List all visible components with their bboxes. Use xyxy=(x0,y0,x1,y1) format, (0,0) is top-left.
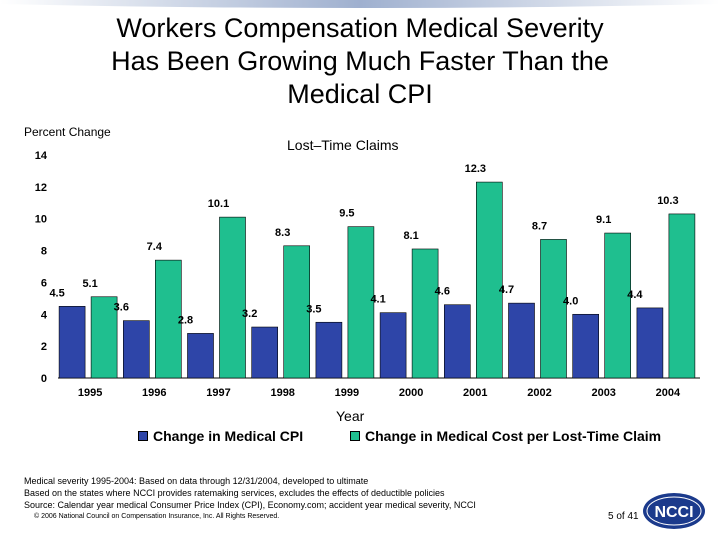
bar-medical-cost xyxy=(411,248,439,379)
bar-medical-cost xyxy=(155,259,182,379)
bar-medical-cpi xyxy=(636,307,664,379)
data-label-medical-cpi: 4.6 xyxy=(435,286,450,298)
legend-item-medical-cost: Change in Medical Cost per Lost-Time Cla… xyxy=(350,428,661,444)
bar-medical-cpi xyxy=(123,320,150,379)
bar-medical-cost xyxy=(475,181,503,379)
y-tick-label: 8 xyxy=(41,246,47,258)
data-label-medical-cost: 10.3 xyxy=(657,195,678,207)
x-tick-label: 1998 xyxy=(270,387,294,399)
footnote-3: Source: Calendar year medical Consumer P… xyxy=(24,500,476,510)
data-label-medical-cpi: 3.2 xyxy=(242,308,257,320)
y-tick-label: 0 xyxy=(41,373,47,385)
data-label-medical-cost: 5.1 xyxy=(82,278,97,290)
data-label-medical-cost: 9.5 xyxy=(339,208,354,220)
data-label-medical-cpi: 3.6 xyxy=(114,302,129,314)
copyright-notice: © 2006 National Council on Compensation … xyxy=(34,513,280,520)
data-label-medical-cpi: 3.5 xyxy=(306,303,321,315)
data-label-medical-cost: 9.1 xyxy=(596,214,611,226)
data-label-medical-cpi: 2.8 xyxy=(178,314,193,326)
legend-label-medical-cpi: Change in Medical CPI xyxy=(153,428,304,444)
bar-medical-cost xyxy=(90,296,118,379)
x-tick-label: 2001 xyxy=(463,387,487,399)
x-tick-label: 1997 xyxy=(206,387,230,399)
bar-medical-cpi xyxy=(315,321,343,379)
bar-medical-cost xyxy=(604,232,632,379)
x-tick-label: 1995 xyxy=(78,387,102,399)
bar-medical-cpi xyxy=(58,306,86,379)
data-label-medical-cpi: 4.7 xyxy=(499,284,514,296)
x-tick-label: 2000 xyxy=(399,387,423,399)
bar-medical-cpi xyxy=(443,304,471,379)
data-label-medical-cost: 8.3 xyxy=(275,227,290,239)
bar-medical-cost xyxy=(347,226,375,379)
title-line-2: Has Been Growing Much Faster Than the xyxy=(111,46,609,76)
bar-medical-cost xyxy=(668,213,696,379)
footnote-2: Based on the states where NCCI provides … xyxy=(24,488,445,498)
legend-swatch-medical-cost xyxy=(350,431,360,441)
footnotes: Medical severity 1995-2004: Based on dat… xyxy=(24,475,476,511)
y-tick-label: 6 xyxy=(41,277,47,289)
legend-label-medical-cost: Change in Medical Cost per Lost-Time Cla… xyxy=(365,428,662,444)
title-line-3: Medical CPI xyxy=(287,79,433,109)
bar-medical-cost xyxy=(219,216,246,379)
x-tick-label: 1996 xyxy=(142,387,166,399)
footnote-1: Medical severity 1995-2004: Based on dat… xyxy=(24,476,369,486)
legend-swatch-medical-cpi xyxy=(138,431,148,441)
chart-data-labels: 4.5 5.1 3.6 7.4 2.8 10.1 3.2 8.3 3.5 9.5 4.1 8.1 4.6… xyxy=(49,163,678,326)
data-label-medical-cpi: 4.4 xyxy=(627,289,643,301)
data-label-medical-cpi: 4.5 xyxy=(49,287,64,299)
x-tick-label: 1999 xyxy=(335,387,359,399)
data-label-medical-cpi: 4.0 xyxy=(563,295,578,307)
chart-subtitle: Lost–Time Claims xyxy=(287,137,399,153)
title-line-1: Workers Compensation Medical Severity xyxy=(116,13,604,43)
data-label-medical-cpi: 4.1 xyxy=(370,294,385,306)
x-tick-label: 2003 xyxy=(591,387,615,399)
y-axis-label: Percent Change xyxy=(24,125,111,139)
page-number: 5 of 41 xyxy=(608,511,639,522)
bar-chart: 0 2 4 6 8 10 12 14 1995 1996 1997 1998 1999 2000 2001 2… xyxy=(35,150,700,399)
ncci-logo: NCCI xyxy=(643,493,705,529)
data-label-medical-cost: 10.1 xyxy=(208,198,229,210)
bar-medical-cpi xyxy=(251,326,278,379)
bar-medical-cpi xyxy=(187,333,214,379)
y-tick-label: 2 xyxy=(41,341,47,353)
x-tick-label: 2004 xyxy=(656,387,681,399)
y-tick-label: 12 xyxy=(35,182,47,194)
logo-text: NCCI xyxy=(654,504,693,521)
bar-medical-cost xyxy=(283,245,311,379)
data-label-medical-cost: 7.4 xyxy=(147,241,163,253)
header-swoosh-decoration xyxy=(0,0,720,8)
bar-medical-cpi xyxy=(379,312,407,379)
bar-medical-cpi xyxy=(572,313,600,379)
y-tick-label: 14 xyxy=(35,150,48,162)
data-label-medical-cost: 8.7 xyxy=(532,220,547,232)
bar-medical-cpi xyxy=(508,302,535,379)
data-label-medical-cost: 12.3 xyxy=(465,163,486,175)
x-tick-label: 2002 xyxy=(527,387,551,399)
legend-item-medical-cpi: Change in Medical CPI xyxy=(138,428,303,444)
x-axis-label: Year xyxy=(336,408,365,424)
bar-medical-cost xyxy=(540,239,567,379)
y-tick-label: 4 xyxy=(41,309,48,321)
slide-title: Workers Compensation Medical Severity Ha… xyxy=(0,12,720,111)
y-tick-label: 10 xyxy=(35,214,47,226)
chart-bars xyxy=(58,181,696,379)
data-label-medical-cost: 8.1 xyxy=(403,230,418,242)
